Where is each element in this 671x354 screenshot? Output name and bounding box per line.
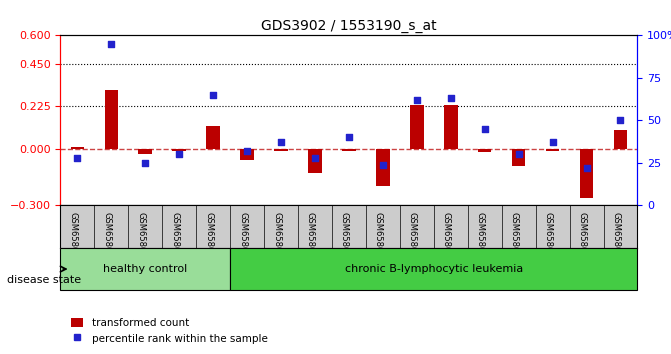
Text: GSM658013: GSM658013: [170, 212, 179, 263]
Bar: [138, 149, 152, 154]
Point: [242, 148, 252, 154]
Bar: [512, 149, 525, 166]
Bar: [478, 149, 491, 153]
Point: [140, 160, 150, 166]
Bar: [444, 105, 458, 149]
Text: GSM658026: GSM658026: [611, 212, 621, 263]
Point: [72, 155, 83, 161]
Point: [106, 41, 117, 47]
Bar: [376, 149, 390, 187]
Point: [615, 118, 626, 123]
Bar: [342, 149, 356, 150]
Bar: [240, 149, 254, 160]
Text: GSM658016: GSM658016: [272, 212, 281, 263]
Text: disease state: disease state: [7, 275, 81, 285]
Point: [309, 155, 320, 161]
Text: GSM658018: GSM658018: [340, 212, 349, 263]
Point: [208, 92, 219, 98]
Point: [479, 126, 490, 132]
Text: healthy control: healthy control: [103, 264, 187, 274]
Bar: [308, 149, 322, 173]
Text: GSM658015: GSM658015: [238, 212, 247, 262]
Point: [276, 139, 287, 145]
Text: GSM658020: GSM658020: [408, 212, 417, 262]
Text: GSM658014: GSM658014: [204, 212, 213, 262]
FancyBboxPatch shape: [60, 248, 230, 290]
Title: GDS3902 / 1553190_s_at: GDS3902 / 1553190_s_at: [261, 19, 437, 33]
Bar: [274, 149, 288, 150]
Text: GSM658022: GSM658022: [476, 212, 484, 262]
Point: [174, 152, 185, 157]
Text: GSM658021: GSM658021: [442, 212, 451, 262]
Point: [344, 135, 354, 140]
Point: [548, 139, 558, 145]
FancyBboxPatch shape: [230, 248, 637, 290]
Text: GSM658010: GSM658010: [68, 212, 77, 262]
Bar: [105, 90, 118, 149]
Bar: [172, 149, 186, 150]
Text: GSM658011: GSM658011: [102, 212, 111, 262]
Text: chronic B-lymphocytic leukemia: chronic B-lymphocytic leukemia: [345, 264, 523, 274]
Bar: [207, 126, 220, 149]
Text: GSM658017: GSM658017: [306, 212, 315, 263]
Text: GSM658024: GSM658024: [544, 212, 553, 262]
Bar: [614, 130, 627, 149]
Bar: [580, 149, 593, 198]
Point: [411, 97, 422, 103]
Bar: [410, 105, 423, 149]
Bar: [70, 147, 84, 149]
Text: GSM658025: GSM658025: [578, 212, 586, 262]
Text: GSM658019: GSM658019: [374, 212, 383, 262]
Legend: transformed count, percentile rank within the sample: transformed count, percentile rank withi…: [66, 313, 272, 349]
Text: GSM658023: GSM658023: [510, 212, 519, 263]
Point: [513, 152, 524, 157]
Bar: [546, 149, 560, 150]
Point: [581, 165, 592, 171]
Point: [378, 162, 389, 167]
Point: [446, 96, 456, 101]
Text: GSM658012: GSM658012: [136, 212, 145, 262]
